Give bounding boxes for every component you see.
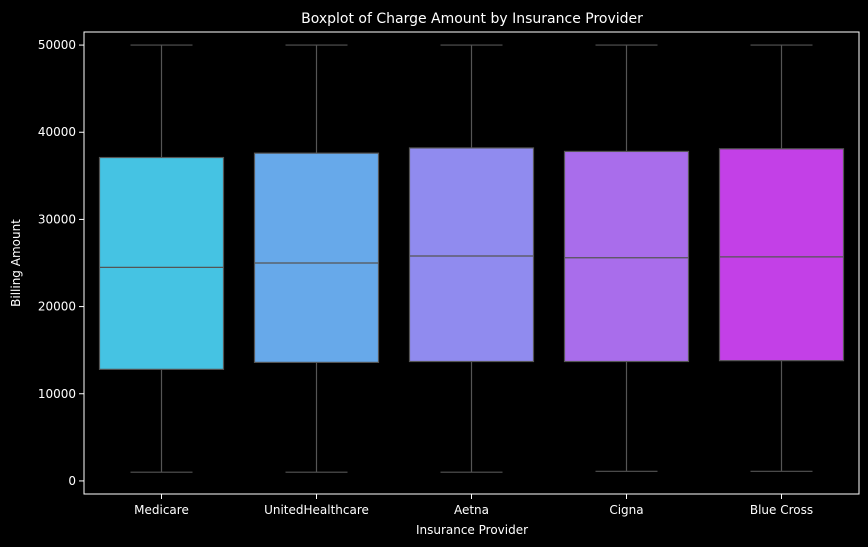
box-unitedhealthcare <box>253 44 380 473</box>
boxes <box>98 44 845 473</box>
box-iqr <box>408 147 535 363</box>
y-tick-label: 20000 <box>38 300 76 314</box>
box-iqr <box>98 156 225 370</box>
x-tick-label: Medicare <box>134 503 189 517</box>
x-axis-label: Insurance Provider <box>416 523 528 537</box>
y-tick-label: 10000 <box>38 387 76 401</box>
x-tick-label: Aetna <box>454 503 489 517</box>
y-tick-label: 0 <box>68 474 76 488</box>
box-aetna <box>408 44 535 473</box>
chart-title: Boxplot of Charge Amount by Insurance Pr… <box>301 11 643 27</box>
y-axis: 0 10000 20000 30000 40000 50000 <box>38 38 84 488</box>
box-medicare <box>98 44 225 473</box>
x-tick-label: UnitedHealthcare <box>264 503 369 517</box>
y-tick-label: 50000 <box>38 38 76 52</box>
x-axis: Medicare UnitedHealthcare Aetna Cigna Blue C… <box>134 494 813 517</box>
box-iqr <box>563 150 690 363</box>
y-tick-label: 30000 <box>38 212 76 226</box>
box-iqr <box>253 152 380 363</box>
y-tick-label: 40000 <box>38 125 76 139</box>
x-tick-label: Blue Cross <box>750 503 813 517</box>
x-tick-label: Cigna <box>609 503 643 517</box>
box-blue-cross <box>718 44 845 472</box>
box-iqr <box>718 148 845 362</box>
box-cigna <box>563 44 690 472</box>
y-axis-label: Billing Amount <box>9 219 23 307</box>
